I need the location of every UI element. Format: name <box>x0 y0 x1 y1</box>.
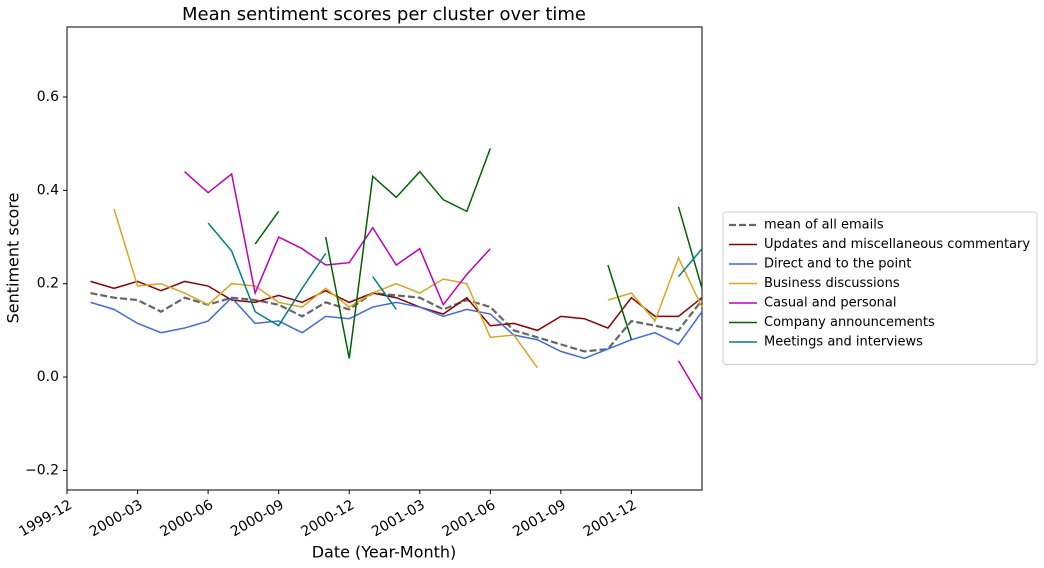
y-tick-label: 0.0 <box>37 369 59 385</box>
legend-label: Updates and miscellaneous commentary <box>764 237 1030 252</box>
x-tick-label: 2000-03 <box>87 497 146 540</box>
legend-label: Meetings and interviews <box>764 335 923 350</box>
series-line <box>90 280 703 332</box>
x-tick-label: 2001-03 <box>369 497 428 540</box>
series-line <box>113 208 703 369</box>
series-line <box>254 148 703 359</box>
y-axis-label: Sentiment score <box>4 193 23 324</box>
y-tick-label: 0.6 <box>37 89 59 105</box>
x-tick-label: 1999-12 <box>16 497 75 540</box>
legend-box <box>722 211 1038 365</box>
x-tick-label: 2000-09 <box>228 497 287 540</box>
series-line <box>184 171 703 401</box>
legend-label: Business discussions <box>764 276 900 291</box>
x-tick-label: 2001-12 <box>581 497 640 540</box>
series-line <box>90 296 703 360</box>
series-line <box>90 291 703 353</box>
legend-label: mean of all emails <box>764 218 884 233</box>
legend-label: Casual and personal <box>764 296 897 311</box>
y-tick-label: −0.2 <box>25 462 59 478</box>
chart-title: Mean sentiment scores per cluster over t… <box>182 4 586 25</box>
series-line <box>207 222 703 327</box>
y-tick-label: 0.4 <box>37 182 59 198</box>
x-tick-label: 2001-09 <box>510 497 569 540</box>
x-axis-label: Date (Year-Month) <box>312 543 457 562</box>
legend-label: Company announcements <box>764 315 935 330</box>
x-tick-label: 2001-06 <box>440 497 499 540</box>
y-tick-label: 0.2 <box>37 276 59 292</box>
x-tick-label: 2000-06 <box>157 497 216 540</box>
legend-label: Direct and to the point <box>764 257 911 272</box>
x-tick-label: 2000-12 <box>299 497 358 540</box>
plot-frame <box>66 26 703 491</box>
